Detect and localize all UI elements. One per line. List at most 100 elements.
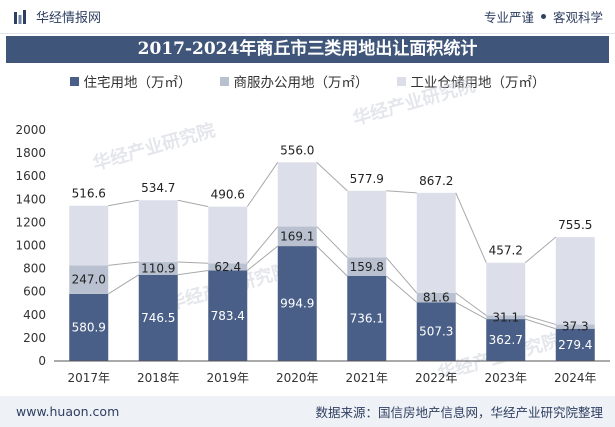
slogan: 专业严谨 客观科学 <box>484 7 603 26</box>
data-label-industrial: 556.0 <box>280 143 314 157</box>
series-connector-line <box>177 261 209 264</box>
series-connector-line <box>177 199 209 208</box>
data-label-industrial: 490.6 <box>211 188 245 202</box>
footer-website-link[interactable]: www.huaon.com <box>16 404 120 419</box>
series-connector-line <box>246 226 279 264</box>
bar-commercial <box>69 265 109 294</box>
bar-industrial <box>555 237 595 325</box>
separator-dot-icon <box>540 14 546 19</box>
series-connector-line <box>107 274 140 295</box>
data-label-residential: 507.3 <box>419 325 453 339</box>
x-tick-label: 2021年 <box>345 371 388 385</box>
bar-residential <box>347 275 387 361</box>
data-label-residential: 994.9 <box>280 297 314 311</box>
series-connector-line <box>316 245 348 277</box>
bar-industrial <box>69 205 109 266</box>
bar-industrial <box>277 162 317 227</box>
series-connector-line <box>525 318 556 330</box>
bar-commercial <box>208 263 248 271</box>
bar-residential <box>416 302 456 361</box>
bar-residential <box>486 319 526 361</box>
series-connector-line <box>108 199 139 207</box>
top-bar: 华经情报网 专业严谨 客观科学 <box>0 0 615 34</box>
bar-residential <box>208 270 248 361</box>
series-connector-line <box>524 236 557 264</box>
y-tick-label: 1200 <box>15 215 46 229</box>
legend-label-residential: 住宅用地（万㎡） <box>83 75 192 91</box>
y-tick-label: 2000 <box>15 123 46 137</box>
bar-residential <box>69 293 109 361</box>
brand[interactable]: 华经情报网 <box>14 7 101 26</box>
series-connector-line <box>316 226 348 258</box>
data-label-residential: 746.5 <box>141 311 175 325</box>
bar-residential <box>138 274 178 361</box>
footer-source: 数据来源：国信房地产信息网，华经产业研究院整理 <box>315 405 603 420</box>
data-label-commercial: 81.6 <box>423 291 450 305</box>
legend-item-residential: 住宅用地（万㎡） <box>69 71 192 91</box>
data-label-residential: 279.4 <box>558 338 592 352</box>
bar-industrial <box>416 192 456 293</box>
bar-commercial <box>486 315 526 320</box>
x-tick-label: 2022年 <box>415 371 458 385</box>
x-tick-label: 2023年 <box>484 371 527 385</box>
bar-industrial <box>208 206 248 264</box>
slogan-left: 专业严谨 <box>483 10 534 25</box>
data-label-industrial: 516.6 <box>72 187 106 201</box>
x-tick-label: 2024年 <box>554 371 597 385</box>
legend-swatch-residential <box>69 76 79 86</box>
data-label-industrial: 755.5 <box>558 218 592 232</box>
series-connector-line <box>385 257 418 294</box>
data-label-commercial: 159.8 <box>350 260 384 274</box>
watermark-text: 华经产业研究院 <box>90 119 217 175</box>
data-label-commercial: 31.1 <box>492 310 519 324</box>
legend-label-commercial: 商服办公用地（万㎡） <box>233 75 369 91</box>
data-label-commercial: 169.1 <box>280 229 314 243</box>
series-connector-line <box>177 270 209 276</box>
bar-commercial <box>416 292 456 303</box>
y-tick-label: 400 <box>23 308 46 322</box>
data-label-residential: 580.9 <box>72 320 106 334</box>
x-tick-label: 2019年 <box>206 371 249 385</box>
series-connector-line <box>386 190 417 194</box>
series-connector-line <box>525 315 556 325</box>
legend-item-industrial: 工业仓储用地（万㎡） <box>396 71 546 91</box>
brand-logo-icon <box>14 9 26 24</box>
bar-commercial <box>555 324 595 329</box>
bar-industrial <box>347 190 387 258</box>
series-connector-line <box>455 292 487 316</box>
bar-industrial <box>138 200 178 262</box>
watermark-text: 华经产业研究院 <box>350 74 477 130</box>
y-tick-label: 0 <box>38 354 46 368</box>
data-label-residential: 783.4 <box>211 309 245 323</box>
slogan-right: 客观科学 <box>552 10 603 25</box>
bar-commercial <box>277 226 317 247</box>
bar-residential <box>555 328 595 361</box>
x-tick-label: 2018年 <box>137 371 180 385</box>
x-tick-label: 2017年 <box>67 371 110 385</box>
chart-legend: 住宅用地（万㎡） 商服办公用地（万㎡） 工业仓储用地（万㎡） <box>0 71 615 91</box>
data-label-residential: 736.1 <box>350 311 384 325</box>
data-label-commercial: 110.9 <box>141 261 175 275</box>
y-tick-label: 1800 <box>15 146 46 160</box>
legend-swatch-commercial <box>219 76 229 86</box>
y-tick-label: 600 <box>23 285 46 299</box>
bar-residential <box>277 246 317 361</box>
data-label-industrial: 867.2 <box>419 174 453 188</box>
y-tick-label: 1000 <box>15 239 46 253</box>
brand-name: 华经情报网 <box>36 11 102 26</box>
legend-item-commercial: 商服办公用地（万㎡） <box>219 71 369 91</box>
series-connector-line <box>246 162 279 207</box>
data-label-commercial: 62.4 <box>214 260 241 274</box>
series-connector-line <box>385 275 418 303</box>
y-tick-label: 1400 <box>15 192 46 206</box>
data-label-industrial: 577.9 <box>350 172 384 186</box>
data-label-industrial: 457.2 <box>489 244 523 258</box>
bar-industrial <box>486 262 526 316</box>
data-label-industrial: 534.7 <box>141 181 175 195</box>
legend-swatch-industrial <box>396 76 406 86</box>
data-label-residential: 362.7 <box>489 333 523 347</box>
y-tick-label: 800 <box>23 262 46 276</box>
bar-commercial <box>347 257 387 276</box>
series-connector-line <box>108 261 139 266</box>
